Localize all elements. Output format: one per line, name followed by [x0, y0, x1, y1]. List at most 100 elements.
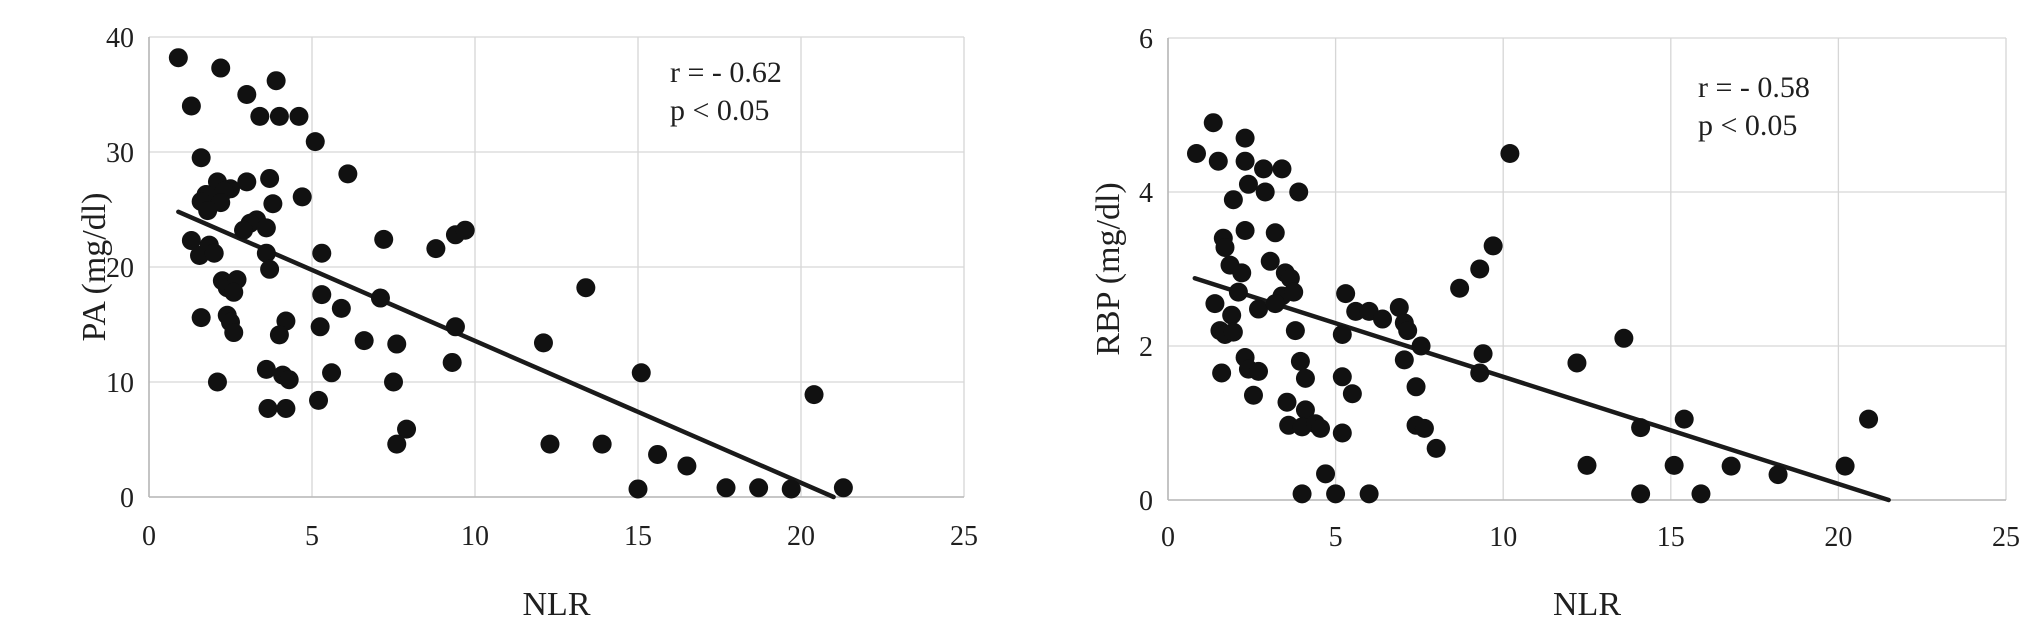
x-tick-labels: 0 5 10 15 20 25	[142, 521, 978, 552]
data-point	[1631, 484, 1651, 504]
data-point	[445, 317, 465, 337]
y-tick-label: 0	[1139, 486, 1153, 517]
data-point	[1292, 484, 1312, 504]
x-axis-title: NLR	[523, 586, 591, 623]
data-point	[1232, 263, 1252, 283]
x-tick-label: 25	[950, 521, 978, 552]
data-point	[374, 229, 394, 249]
data-point	[191, 148, 211, 168]
data-point	[1265, 294, 1285, 314]
data-point	[1212, 363, 1232, 383]
data-point	[305, 132, 325, 152]
data-point	[310, 317, 330, 337]
y-axis-title: PA (mg/dl)	[76, 193, 113, 342]
data-point	[1260, 251, 1280, 271]
data-point	[1394, 350, 1414, 370]
x-tick-label: 15	[624, 521, 652, 552]
data-point	[312, 285, 332, 305]
data-point	[540, 434, 560, 454]
data-point	[1215, 237, 1235, 257]
data-point	[266, 71, 286, 91]
data-point	[384, 372, 403, 392]
data-point	[1674, 409, 1694, 429]
data-point	[1346, 301, 1366, 321]
data-point	[1208, 151, 1228, 171]
data-point	[168, 48, 188, 68]
data-point	[279, 370, 299, 390]
data-point	[338, 164, 358, 184]
data-point	[1577, 455, 1597, 475]
y-axis-title: RBP (mg/dl)	[1090, 182, 1127, 356]
data-point	[1631, 418, 1651, 438]
data-point	[1342, 384, 1362, 404]
data-point	[181, 96, 201, 116]
x-tick-label: 15	[1657, 522, 1685, 553]
scatter-points	[168, 48, 853, 499]
y-tick-labels: 0 10 20 30 40	[106, 23, 134, 514]
data-point	[1254, 159, 1274, 179]
data-point	[749, 478, 769, 498]
stats-annotation-line: p < 0.05	[1698, 109, 1797, 142]
data-point	[1326, 484, 1346, 504]
x-tick-label: 5	[1329, 522, 1343, 553]
data-point	[628, 479, 648, 499]
data-point	[1223, 190, 1243, 210]
data-point	[1473, 344, 1493, 364]
data-point	[1289, 182, 1309, 202]
data-point	[442, 352, 462, 372]
data-point	[309, 390, 329, 410]
data-point	[1359, 484, 1379, 504]
data-point	[781, 479, 801, 499]
x-tick-label: 0	[142, 521, 156, 552]
data-point	[1205, 294, 1225, 314]
data-point	[833, 478, 853, 498]
data-point	[1222, 305, 1242, 325]
data-point	[1470, 363, 1490, 383]
x-tick-label: 5	[305, 521, 319, 552]
y-tick-label: 2	[1139, 332, 1153, 363]
y-tick-labels: 0 2 4 6	[1139, 24, 1153, 517]
data-point	[1336, 284, 1356, 304]
data-point	[1238, 174, 1258, 194]
data-point	[322, 363, 342, 383]
y-tick-label: 4	[1139, 178, 1153, 209]
data-point	[387, 334, 407, 354]
trend-line	[176, 209, 836, 500]
data-point	[1235, 151, 1255, 171]
data-point	[1255, 182, 1275, 202]
data-point	[269, 106, 289, 126]
data-point	[1235, 128, 1255, 148]
stats-annotation: r = - 0.62 p < 0.05	[670, 56, 782, 127]
data-point	[1835, 456, 1855, 476]
pa-vs-nlr-scatter-plot: 0 5 10 15 20 25 0 10 20 30 40 NLR PA (mg/dl) r = - 0.…	[76, 23, 978, 623]
data-point	[331, 298, 351, 318]
data-point	[1470, 259, 1490, 279]
data-point	[224, 323, 244, 343]
data-point	[576, 278, 596, 298]
x-tick-label: 10	[461, 521, 489, 552]
data-point	[1235, 221, 1255, 240]
data-point	[1203, 113, 1223, 133]
data-point	[263, 194, 283, 214]
data-point	[648, 444, 668, 464]
data-point	[269, 325, 289, 345]
data-point	[207, 372, 227, 392]
data-point	[387, 434, 407, 454]
data-point	[1311, 418, 1331, 438]
data-point	[1186, 144, 1206, 163]
data-point	[1373, 309, 1393, 329]
data-point	[1398, 321, 1418, 341]
data-point	[1223, 322, 1243, 342]
data-point	[1243, 385, 1263, 405]
data-point	[677, 456, 697, 476]
x-tick-label: 0	[1161, 522, 1175, 553]
data-point	[191, 308, 211, 328]
data-point	[1500, 144, 1520, 163]
data-point	[592, 434, 612, 454]
data-point	[426, 239, 446, 259]
data-point	[1768, 465, 1788, 485]
y-tick-label: 30	[106, 138, 134, 169]
x-tick-label: 20	[1824, 522, 1852, 553]
data-point	[1859, 409, 1879, 429]
